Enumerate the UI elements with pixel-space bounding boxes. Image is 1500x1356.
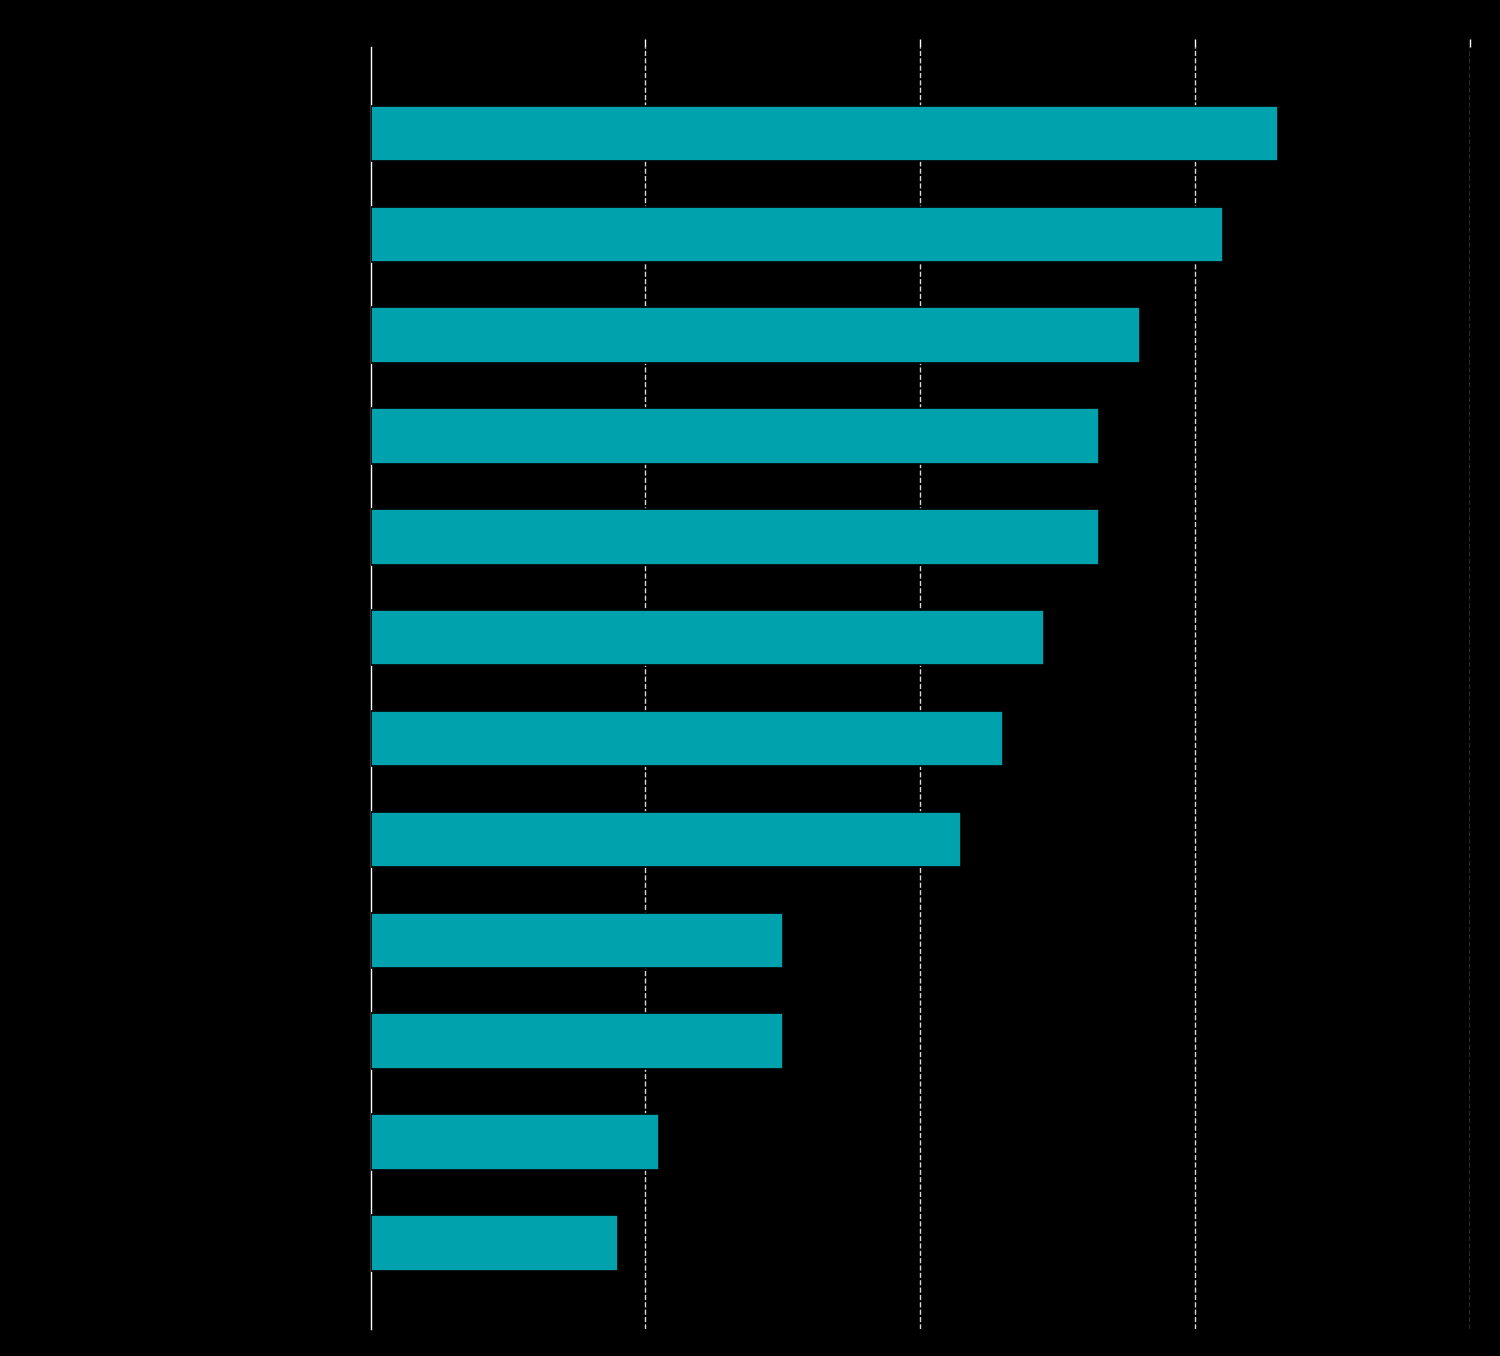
Bar bbox=[370, 913, 783, 968]
Bar bbox=[370, 106, 1278, 161]
Bar bbox=[370, 508, 1100, 564]
Bar bbox=[370, 610, 1044, 666]
Bar bbox=[370, 1013, 783, 1069]
Bar bbox=[370, 1115, 658, 1170]
Bar bbox=[370, 206, 1222, 262]
Bar bbox=[370, 812, 962, 868]
Bar bbox=[370, 711, 1002, 766]
Bar bbox=[370, 308, 1140, 363]
Bar bbox=[370, 408, 1100, 464]
Bar bbox=[370, 1215, 618, 1271]
